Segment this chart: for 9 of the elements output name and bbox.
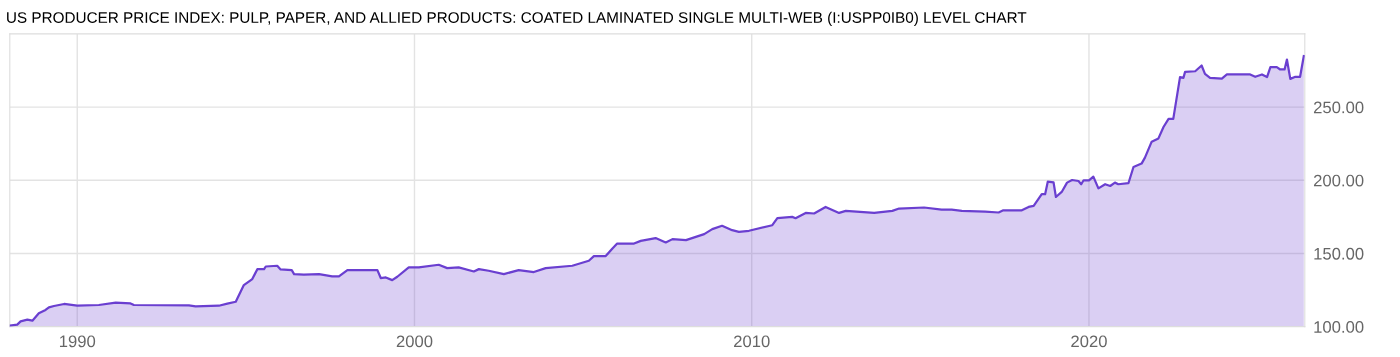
x-tick-label: 2010: [734, 335, 770, 348]
x-tick-label: 2020: [1071, 335, 1107, 348]
y-tick-label: 250.00: [1313, 101, 1364, 114]
x-tick-label: 2000: [396, 335, 433, 348]
chart-title: US PRODUCER PRICE INDEX: PULP, PAPER, AND ALLIED PRODUCTS: COATED LAMINATED SINGLE MULTI-WEB (I:USPP0IB0) LEVEL CHART: [7, 11, 1027, 26]
x-tick-label: 1990: [59, 335, 96, 348]
y-tick-label: 100.00: [1314, 321, 1364, 333]
y-tick-label: 150.00: [1314, 247, 1364, 260]
y-tick-label: 200.00: [1313, 174, 1364, 187]
